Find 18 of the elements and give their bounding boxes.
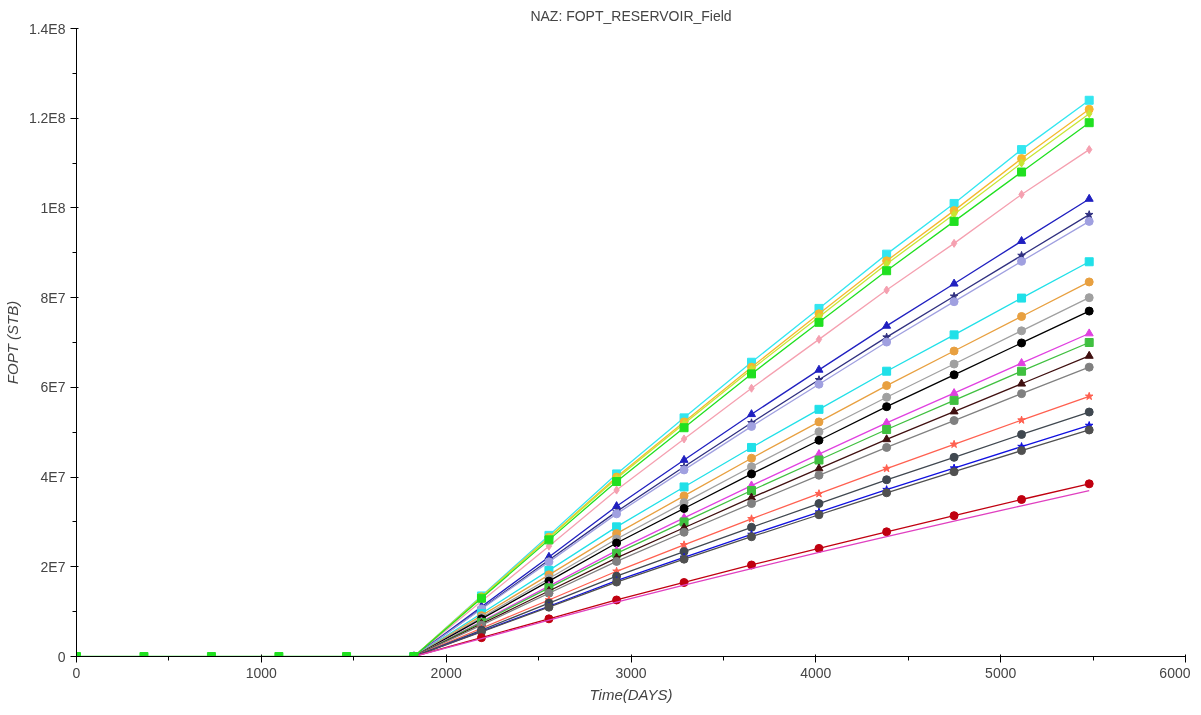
x-tick-label: 1000 [245, 664, 278, 681]
y-tick-label: 8E7 [40, 289, 66, 306]
x-tick-label: 2000 [430, 664, 462, 681]
y-tick-label: 4E7 [40, 469, 66, 486]
y-tick-label: 2E7 [40, 558, 66, 575]
x-tick-label: 5000 [985, 664, 1017, 681]
y-tick-label: 1.4E8 [28, 20, 66, 37]
x-tick-label: 0 [72, 664, 81, 681]
y-tick-label: 1E8 [40, 199, 66, 216]
chart-title: NAZ: FOPT_RESERVOIR_Field [530, 7, 732, 24]
x-tick-label: 3000 [615, 664, 647, 681]
x-tick-label: 4000 [800, 664, 832, 681]
x-axis-title: Time(DAYS) [589, 685, 673, 703]
y-tick-label: 6E7 [40, 379, 66, 396]
y-axis-title: FOPT (STB) [3, 300, 21, 385]
x-tick-label: 6000 [1159, 664, 1191, 681]
y-tick-label: 0 [57, 648, 66, 665]
y-tick-label: 1.2E8 [28, 110, 66, 127]
